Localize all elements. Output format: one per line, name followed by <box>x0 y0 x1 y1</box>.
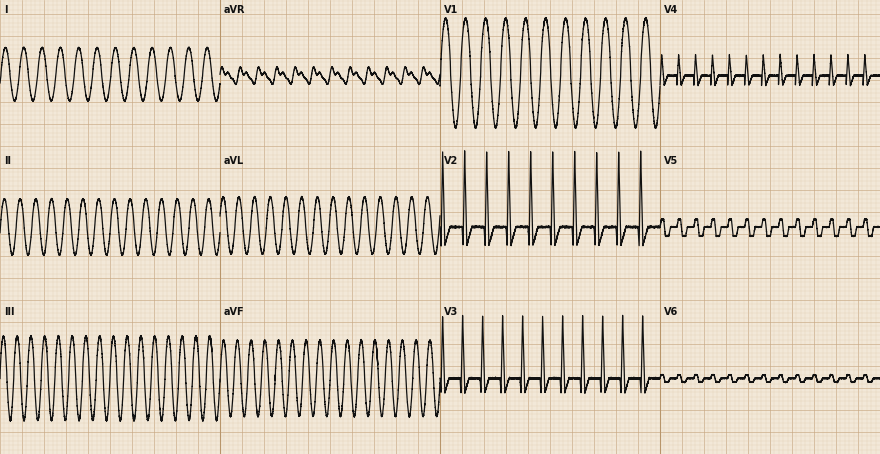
Text: I: I <box>4 5 8 15</box>
Text: V1: V1 <box>444 5 458 15</box>
Text: V3: V3 <box>444 307 458 317</box>
Text: V6: V6 <box>664 307 678 317</box>
Text: V5: V5 <box>664 156 678 166</box>
Text: aVR: aVR <box>224 5 246 15</box>
Text: V4: V4 <box>664 5 678 15</box>
Text: V2: V2 <box>444 156 458 166</box>
Text: aVL: aVL <box>224 156 245 166</box>
Text: III: III <box>4 307 14 317</box>
Text: aVF: aVF <box>224 307 245 317</box>
Text: II: II <box>4 156 11 166</box>
